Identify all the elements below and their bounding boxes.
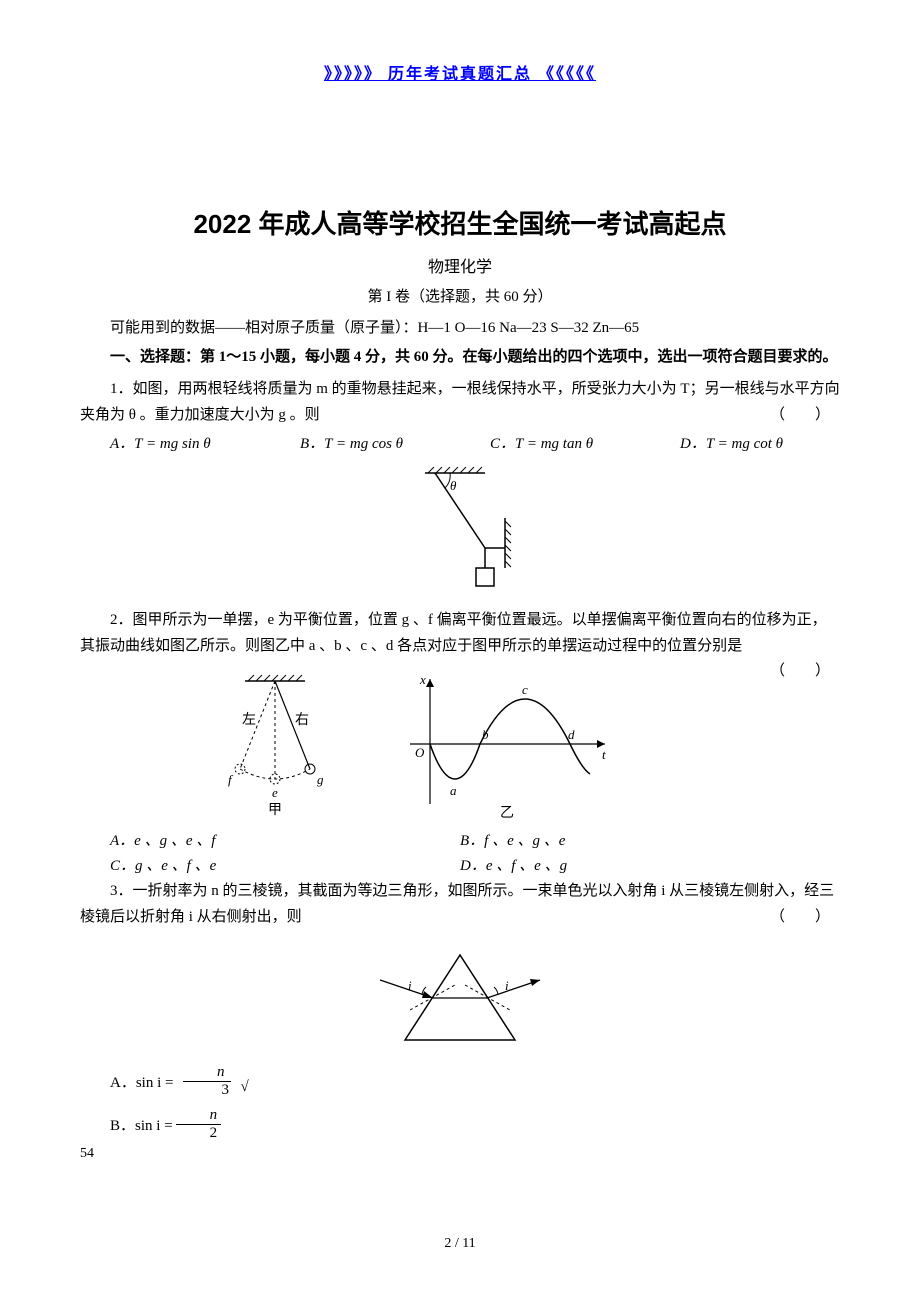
q2-options-row2: C．g 、e 、f 、e D．e 、f 、e 、g: [80, 854, 840, 875]
svg-text:i: i: [408, 978, 412, 993]
q1-option-c: C．T = mg tan θ: [460, 432, 650, 453]
svg-text:左: 左: [242, 712, 256, 728]
q2-option-d: D．e 、f 、e 、g: [460, 854, 840, 875]
q2-answer-blank: （ ）: [740, 659, 830, 685]
q1-option-a: A．T = mg sin θ: [80, 432, 270, 453]
q2-figure-jia: 左 右 f e g 甲: [200, 669, 350, 819]
q3-text: 3．一折射率为 n 的三棱镜，其截面为等边三角形，如图所示。一束单色光以入射角 …: [80, 883, 834, 925]
svg-text:e: e: [272, 785, 278, 800]
fraction-icon: n 2: [176, 1108, 222, 1141]
section-label: 第 I 卷（选择题，共 60 分）: [80, 285, 840, 306]
section-instruction: 一、选择题：第 1～15 小题，每小题 4 分，共 60 分。在每小题给出的四个…: [80, 345, 840, 369]
q2-figures: 左 右 f e g 甲 x t O a b c d 乙: [80, 669, 740, 819]
q3-answer-blank: （ ）: [740, 905, 830, 931]
svg-text:x: x: [419, 672, 426, 687]
q2-text: 2．图甲所示为一单摆，e 为平衡位置，位置 g 、f 偏离平衡位置最远。以单摆偏…: [80, 612, 827, 654]
sqrt-icon: 3: [219, 1081, 231, 1098]
q1-text: 1．如图，用两根轻线将质量为 m 的重物悬挂起来，一根线保持水平，所受张力大小为…: [80, 381, 840, 423]
q2-option-b: B．f 、e 、g 、e: [460, 829, 840, 850]
question-2: 2．图甲所示为一单摆，e 为平衡位置，位置 g 、f 偏离平衡位置最远。以单摆偏…: [80, 608, 840, 659]
q1-options: A．T = mg sin θ B．T = mg cos θ C．T = mg t…: [80, 432, 840, 453]
q3-optA-prefix: A．sin i =: [80, 1071, 173, 1092]
svg-text:右: 右: [295, 712, 309, 728]
q2-options-row1: A．e 、g 、e 、f B．f 、e 、g 、e: [80, 829, 840, 850]
svg-text:d: d: [568, 727, 575, 742]
svg-text:O: O: [415, 745, 425, 760]
q2-option-c: C．g 、e 、f 、e: [80, 854, 460, 875]
q1-answer-blank: （ ）: [740, 403, 830, 429]
fraction-icon: n 3: [176, 1065, 235, 1098]
svg-text:θ: θ: [450, 478, 457, 493]
q3-optB-den: 2: [176, 1125, 222, 1141]
svg-text:t: t: [602, 747, 606, 762]
svg-text:i: i: [505, 978, 509, 993]
svg-text:乙: 乙: [500, 805, 514, 819]
svg-text:甲: 甲: [268, 803, 282, 818]
page-num-center: 2 / 11: [0, 1236, 920, 1252]
svg-text:g: g: [317, 772, 324, 787]
svg-text:a: a: [450, 783, 457, 798]
svg-text:b: b: [482, 727, 489, 742]
page-title: 2022 年成人高等学校招生全国统一考试高起点: [80, 204, 840, 241]
q1-option-b: B．T = mg cos θ: [270, 432, 460, 453]
q3-figure: i i: [80, 940, 840, 1055]
question-3: 3．一折射率为 n 的三棱镜，其截面为等边三角形，如图所示。一束单色光以入射角 …: [80, 879, 840, 930]
q3-option-b: B．sin i = n 2: [80, 1108, 840, 1141]
atomic-mass-data: 可能用到的数据——相对原子质量（原子量）：H—1 O—16 Na—23 S—32…: [80, 316, 840, 337]
q3-optB-prefix: B．sin i =: [80, 1114, 173, 1135]
q1-figure: θ: [80, 463, 840, 598]
svg-text:f: f: [228, 772, 234, 787]
q3-optA-den: 3: [176, 1082, 235, 1098]
q3-option-a: A．sin i = n 3: [80, 1065, 840, 1098]
q2-figure-yi: x t O a b c d 乙: [390, 669, 620, 819]
svg-text:c: c: [522, 682, 528, 697]
header-link[interactable]: 》》》》》 历年考试真题汇总 《《《《《: [80, 60, 840, 84]
q2-option-a: A．e 、g 、e 、f: [80, 829, 460, 850]
subtitle: 物理化学: [80, 253, 840, 277]
q1-option-d: D．T = mg cot θ: [650, 432, 840, 453]
q3-optB-num: n: [176, 1108, 222, 1125]
question-1: 1．如图，用两根轻线将质量为 m 的重物悬挂起来，一根线保持水平，所受张力大小为…: [80, 377, 840, 428]
page-num-left: 54: [80, 1146, 94, 1162]
